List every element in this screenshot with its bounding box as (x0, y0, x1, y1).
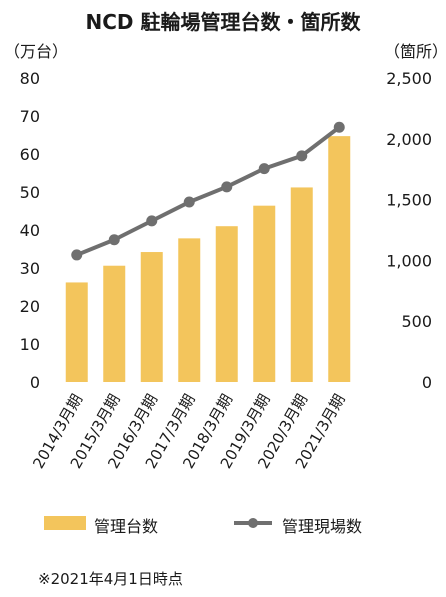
right-axis-unit: （箇所） (384, 42, 446, 61)
left-tick-label: 30 (20, 259, 40, 278)
left-axis-unit: （万台） (4, 42, 69, 61)
ecopool-logo: ECOPOOL (120, 52, 172, 96)
chart-title: NCD 駐輪場管理台数・箇所数 (85, 10, 361, 34)
left-tick-label: 70 (20, 107, 40, 126)
right-tick-label: 2,500 (386, 69, 432, 88)
line-point (71, 249, 83, 261)
logo-text: EcoStation21 (64, 85, 117, 93)
left-tick-label: 40 (20, 221, 40, 240)
left-tick-label: 60 (20, 145, 40, 164)
line-series (71, 121, 345, 261)
legend-line-swatch (234, 518, 272, 528)
bicycle-icon (127, 56, 165, 83)
logo-text: ECOPOOL (127, 85, 165, 93)
legend-bar-swatch (44, 516, 86, 530)
line-point (333, 121, 345, 133)
right-tick-label: 0 (422, 373, 432, 392)
line-path (75, 125, 341, 257)
bicycle-icon (71, 56, 109, 83)
line-point (108, 234, 120, 246)
bar (178, 238, 201, 382)
bar (65, 282, 88, 382)
bar (140, 252, 163, 382)
x-axis: 2014/3月期2015/3月期2016/3月期2017/3月期2018/3月期… (29, 391, 348, 472)
left-tick-label: 50 (20, 183, 40, 202)
bar (328, 136, 351, 382)
right-tick-label: 500 (401, 312, 432, 331)
right-tick-label: 2,000 (386, 130, 432, 149)
ecostation21-logo: EcoStation21 (64, 52, 116, 96)
line-point (296, 150, 308, 162)
right-tick-label: 1,500 (386, 191, 432, 210)
line-point (221, 181, 233, 193)
bar (253, 205, 276, 382)
right-axis: 0 500 1,000 1,500 2,000 2,500 (386, 69, 432, 392)
left-tick-label: 80 (20, 69, 40, 88)
line-point (258, 163, 270, 175)
left-tick-label: 0 (30, 373, 40, 392)
legend-line-label: 管理現場数 (282, 517, 363, 536)
legend-bar-label: 管理台数 (94, 517, 159, 536)
footnote: ※2021年4月1日時点 (38, 570, 183, 588)
left-tick-label: 10 (20, 335, 40, 354)
left-axis: 0 10 20 30 40 50 60 70 80 (20, 69, 40, 392)
line-point (146, 215, 158, 227)
left-tick-label: 20 (20, 297, 40, 316)
bar (290, 187, 313, 382)
line-point (183, 196, 195, 208)
bar (103, 265, 126, 382)
right-tick-label: 1,000 (386, 251, 432, 270)
bar-series (65, 136, 351, 382)
bar (215, 226, 238, 382)
